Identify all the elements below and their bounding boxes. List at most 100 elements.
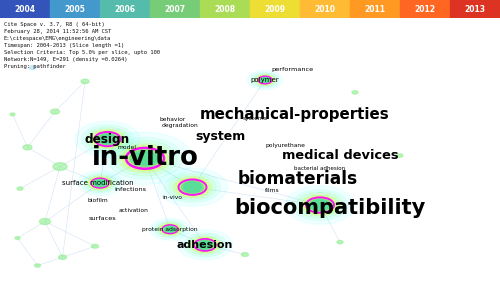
Circle shape: [82, 125, 134, 153]
Text: 2005: 2005: [64, 5, 86, 13]
Circle shape: [311, 200, 329, 210]
Circle shape: [107, 137, 183, 179]
Circle shape: [303, 196, 337, 214]
Text: medical devices: medical devices: [282, 149, 398, 162]
Circle shape: [15, 237, 20, 239]
Circle shape: [89, 177, 111, 189]
Circle shape: [34, 264, 40, 267]
Text: 2006: 2006: [114, 5, 136, 13]
Circle shape: [242, 253, 248, 256]
Circle shape: [154, 220, 186, 238]
Text: 2004: 2004: [14, 5, 36, 13]
Circle shape: [165, 226, 175, 232]
Circle shape: [29, 66, 36, 69]
Circle shape: [112, 141, 178, 176]
Circle shape: [86, 127, 130, 151]
Bar: [300, 0, 350, 18]
Text: infections: infections: [114, 188, 146, 193]
Circle shape: [248, 70, 282, 90]
Circle shape: [296, 192, 344, 218]
Text: 2009: 2009: [264, 5, 285, 13]
Circle shape: [58, 255, 66, 260]
Circle shape: [75, 121, 140, 157]
Circle shape: [162, 225, 178, 234]
Circle shape: [292, 190, 348, 220]
Circle shape: [397, 154, 403, 157]
Circle shape: [132, 151, 158, 165]
Text: bacterial adhesion: bacterial adhesion: [294, 166, 346, 171]
Circle shape: [78, 171, 122, 195]
Circle shape: [255, 75, 275, 85]
Circle shape: [130, 150, 160, 167]
Circle shape: [198, 241, 212, 249]
Circle shape: [160, 224, 180, 234]
Circle shape: [164, 172, 220, 202]
Circle shape: [251, 72, 279, 88]
Circle shape: [91, 178, 109, 188]
Circle shape: [158, 168, 228, 207]
Circle shape: [260, 77, 270, 83]
Circle shape: [260, 78, 270, 83]
Text: surfaces: surfaces: [88, 216, 117, 221]
Circle shape: [50, 109, 59, 114]
Text: biomaterials: biomaterials: [238, 170, 358, 188]
Text: 2013: 2013: [464, 5, 485, 13]
Circle shape: [168, 174, 216, 200]
Text: model: model: [118, 145, 137, 150]
Text: 2012: 2012: [414, 5, 436, 13]
Circle shape: [99, 134, 116, 144]
Bar: [200, 0, 250, 18]
Text: mechanical-properties: mechanical-properties: [200, 107, 390, 122]
Circle shape: [253, 74, 277, 86]
Circle shape: [122, 146, 168, 171]
Circle shape: [309, 199, 331, 211]
Text: behavior: behavior: [160, 117, 186, 122]
Text: protein adsorption: protein adsorption: [142, 227, 198, 232]
Circle shape: [81, 79, 89, 84]
Circle shape: [176, 178, 210, 196]
Bar: [350, 0, 400, 18]
Text: in-vivo: in-vivo: [162, 195, 182, 200]
Bar: [100, 0, 150, 18]
Circle shape: [17, 187, 23, 190]
Text: degradation: degradation: [162, 123, 198, 128]
Text: 2011: 2011: [364, 5, 386, 13]
Circle shape: [118, 144, 172, 173]
Circle shape: [84, 175, 116, 192]
Circle shape: [93, 179, 107, 187]
Text: 2008: 2008: [214, 5, 236, 13]
Bar: [400, 0, 450, 18]
Circle shape: [184, 182, 202, 192]
Circle shape: [300, 194, 340, 216]
Circle shape: [186, 235, 224, 255]
Circle shape: [285, 186, 355, 224]
Circle shape: [150, 218, 190, 240]
Circle shape: [306, 197, 334, 213]
Circle shape: [53, 163, 67, 171]
Circle shape: [196, 240, 214, 250]
Bar: [250, 0, 300, 18]
Text: 2007: 2007: [164, 5, 186, 13]
Text: system: system: [195, 130, 245, 143]
Text: polyurethane: polyurethane: [265, 144, 305, 149]
Text: in-vitro: in-vitro: [92, 145, 198, 171]
Circle shape: [337, 241, 343, 244]
Circle shape: [256, 75, 274, 85]
Circle shape: [258, 76, 272, 84]
Text: adhesion: adhesion: [177, 240, 233, 250]
Circle shape: [97, 133, 118, 145]
Circle shape: [178, 180, 206, 195]
Circle shape: [173, 176, 212, 198]
Circle shape: [352, 91, 358, 94]
Text: performance: performance: [272, 67, 314, 71]
Circle shape: [178, 230, 233, 260]
Circle shape: [156, 222, 184, 237]
Circle shape: [164, 226, 176, 233]
Text: systems: systems: [242, 116, 268, 121]
Text: polymer: polymer: [250, 77, 280, 83]
Circle shape: [94, 132, 120, 146]
Bar: [450, 0, 500, 18]
Text: surface modification: surface modification: [62, 180, 134, 186]
Circle shape: [23, 145, 32, 150]
Circle shape: [194, 239, 216, 251]
